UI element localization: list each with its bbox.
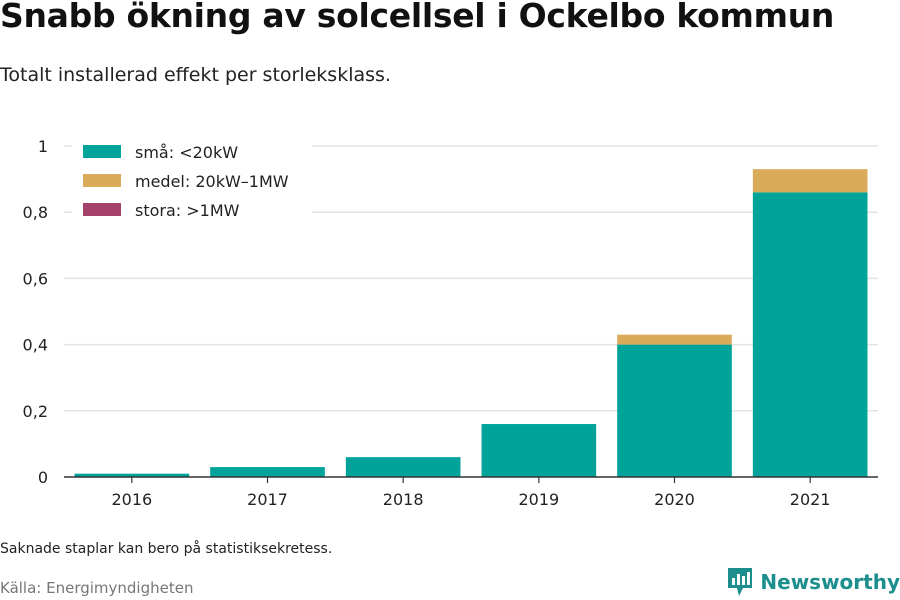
- bar-segment: [481, 424, 597, 477]
- y-tick-label: 0,4: [23, 336, 48, 355]
- legend-swatch: [83, 174, 121, 187]
- x-tick-label: 2021: [790, 490, 831, 509]
- legend-swatch: [83, 145, 121, 158]
- stacked-bar-chart: 0 0,2 0,4 0,6 0,8 1 2016 2017 2018 2019 2020 2021 sm…: [23, 136, 878, 509]
- bar-segment: [752, 192, 868, 477]
- footnote: Saknade staplar kan bero på statistiksek…: [0, 541, 333, 557]
- y-tick-label: 0,8: [23, 203, 48, 222]
- x-tick-label: 2016: [111, 490, 152, 509]
- x-tick-label: 2020: [654, 490, 695, 509]
- legend-label: stora: >1MW: [135, 201, 240, 220]
- source-label: Källa: Energimyndigheten: [0, 579, 194, 597]
- bar-segment: [617, 334, 732, 345]
- x-tick-label: 2018: [383, 490, 424, 509]
- chart-title: Snabb ökning av solcellsel i Ockelbo kom…: [0, 0, 835, 35]
- x-tick-label: 2017: [247, 490, 288, 509]
- bar-segment: [617, 344, 732, 477]
- legend-label: små: <20kW: [135, 143, 238, 162]
- y-tick-label: 1: [38, 137, 48, 156]
- bar-segment: [345, 457, 461, 477]
- y-tick-label: 0: [38, 468, 48, 487]
- legend-swatch: [83, 203, 121, 216]
- chart-subtitle: Totalt installerad effekt per storlekskl…: [0, 64, 391, 86]
- y-tick-label: 0,2: [23, 402, 48, 421]
- bar-segment: [210, 467, 325, 477]
- newsworthy-logo-icon: [728, 568, 753, 596]
- bar-segment: [74, 473, 190, 477]
- x-tick-label: 2019: [518, 490, 559, 509]
- bar-segment: [752, 169, 868, 193]
- legend-label: medel: 20kW–1MW: [135, 172, 289, 191]
- brand-name: Newsworthy: [760, 570, 900, 594]
- y-tick-label: 0,6: [23, 269, 48, 288]
- brand: Newsworthy: [727, 567, 900, 597]
